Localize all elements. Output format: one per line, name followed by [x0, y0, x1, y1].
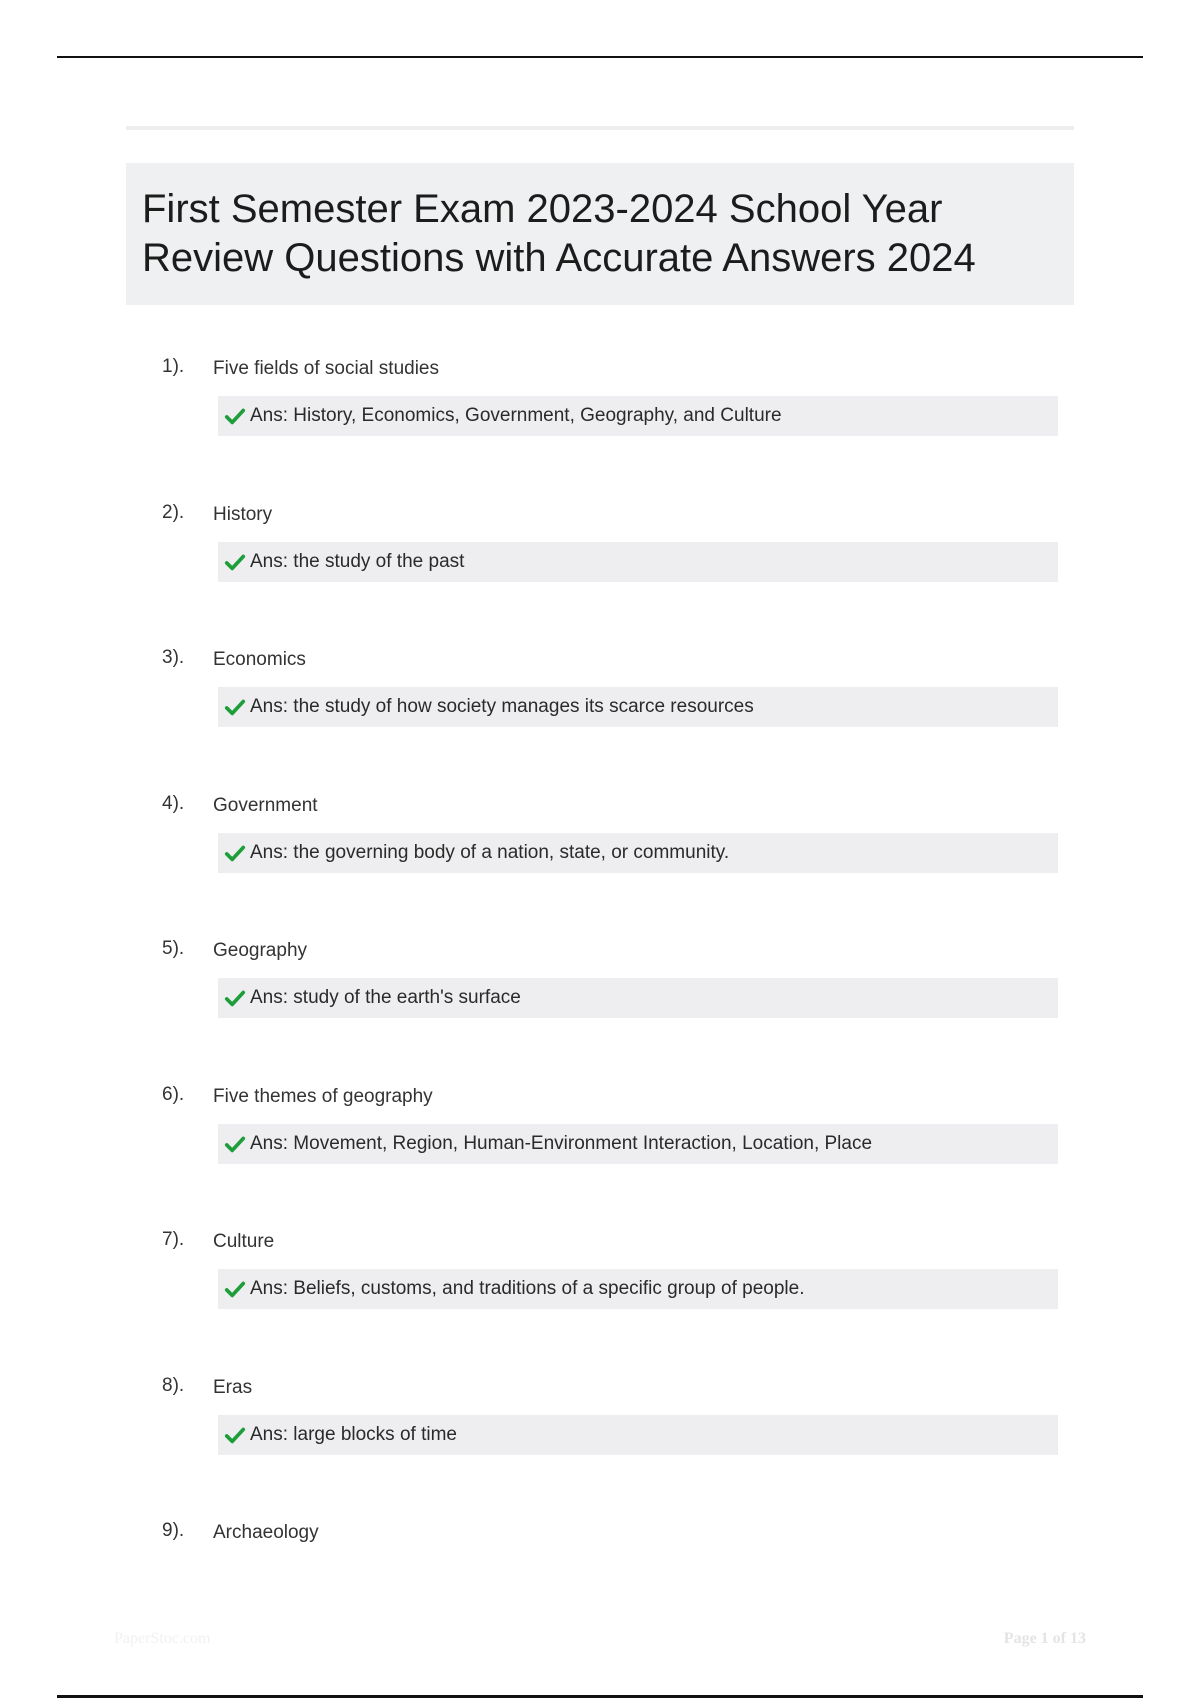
question-number: 2).	[162, 501, 185, 523]
answer-box: Ans: large blocks of time	[218, 1414, 1058, 1455]
footer-watermark: PaperStoc.com	[114, 1630, 211, 1647]
question-text: Eras	[213, 1376, 253, 1398]
answer-text: Ans: the governing body of a nation, sta…	[250, 841, 730, 863]
answer-text: Ans: large blocks of time	[250, 1423, 457, 1445]
check-icon	[224, 990, 246, 1007]
answer-text: Ans: Movement, Region, Human-Environment…	[250, 1132, 873, 1154]
answer-text: Ans: study of the earth's surface	[250, 987, 521, 1008]
question-text: Geography	[213, 940, 308, 961]
question-number: 9).	[162, 1520, 185, 1541]
check-icon	[224, 1136, 246, 1152]
check-icon	[224, 554, 246, 570]
question-number: 4).	[162, 792, 185, 814]
page-number: Page 1 of 13	[1003, 1630, 1086, 1647]
question-number: 6).	[162, 1083, 185, 1105]
answer-text: Ans: Beliefs, customs, and traditions of…	[250, 1278, 805, 1299]
question-text: Government	[213, 794, 318, 816]
question-text: History	[213, 503, 273, 525]
header-divider	[126, 126, 1074, 130]
answer-box: Ans: Beliefs, customs, and traditions of…	[218, 1269, 1058, 1309]
check-icon	[224, 845, 246, 861]
question-number: 5).	[162, 938, 185, 959]
check-icon	[224, 1427, 246, 1443]
answer-box: Ans: Movement, Region, Human-Environment…	[218, 1123, 1058, 1164]
question-text: Economics	[213, 649, 306, 670]
answer-box: Ans: History, Economics, Government, Geo…	[218, 396, 1058, 436]
question-text: Five fields of social studies	[213, 358, 439, 379]
question-text: Five themes of geography	[213, 1085, 433, 1107]
page-title: First Semester Exam 2023-2024 School Yea…	[142, 187, 976, 280]
bottom-rule	[57, 1695, 1143, 1698]
answer-box: Ans: study of the earth's surface	[218, 978, 1058, 1018]
question-number: 1).	[162, 356, 185, 377]
question-text: Culture	[213, 1231, 275, 1252]
question-number: 8).	[162, 1374, 185, 1396]
answer-box: Ans: the governing body of a nation, sta…	[218, 832, 1058, 873]
answer-text: Ans: History, Economics, Government, Geo…	[250, 405, 782, 426]
top-rule	[57, 56, 1143, 58]
question-number: 3).	[162, 647, 185, 668]
answer-text: Ans: the study of how society manages it…	[250, 696, 754, 717]
question-number: 7).	[162, 1229, 185, 1250]
answer-text: Ans: the study of the past	[250, 550, 465, 572]
title-box: First Semester Exam 2023-2024 School Yea…	[126, 163, 1074, 305]
answer-box: Ans: the study of the past	[218, 541, 1058, 582]
answer-box: Ans: the study of how society manages it…	[218, 687, 1058, 727]
check-icon	[224, 699, 246, 716]
check-icon	[224, 408, 246, 425]
check-icon	[224, 1281, 246, 1298]
question-text: Archaeology	[213, 1522, 319, 1543]
